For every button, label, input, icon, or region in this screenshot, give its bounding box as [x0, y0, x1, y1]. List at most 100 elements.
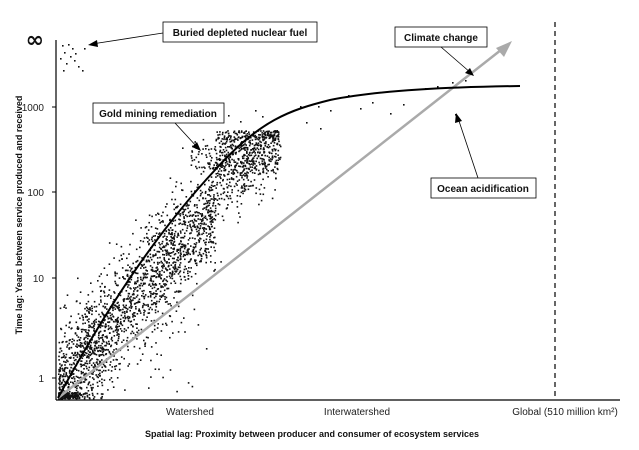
scatter-point [234, 161, 237, 163]
scatter-point [118, 325, 121, 327]
scatter-point [160, 296, 163, 298]
scatter-point [155, 284, 158, 286]
scatter-point [182, 255, 185, 258]
scatter-point [208, 194, 210, 196]
scatter-point [233, 185, 236, 188]
scatter-point [174, 265, 176, 267]
scatter-point [229, 137, 232, 139]
scatter-point [201, 223, 203, 225]
scatter-point [270, 169, 273, 172]
scatter-point [249, 143, 252, 145]
scatter-point [60, 365, 63, 367]
scatter-point [272, 144, 275, 147]
scatter-point [178, 213, 180, 215]
y-tick-label: 10 [33, 274, 45, 285]
scatter-point [250, 185, 252, 187]
scatter-point [203, 222, 206, 224]
scatter-point [218, 142, 221, 144]
scatter-point [82, 316, 84, 319]
scatter-point [160, 215, 163, 217]
scatter-point [262, 136, 265, 138]
scatter-point [239, 165, 242, 168]
scatter-point [270, 160, 272, 163]
scatter-point [98, 369, 100, 372]
scatter-point [70, 381, 72, 383]
scatter-point [138, 255, 141, 258]
scatter-point [253, 147, 255, 149]
scatter-point [189, 200, 192, 203]
scatter-point [165, 268, 167, 270]
scatter-point [173, 261, 175, 263]
scatter-point [98, 331, 101, 333]
scatter-point [244, 154, 246, 157]
scatter-point [93, 327, 95, 330]
scatter-point [273, 139, 275, 142]
scatter-point [241, 136, 244, 139]
scatter-point [212, 221, 214, 223]
scatter-point [101, 346, 104, 349]
scatter-point [64, 364, 66, 366]
scatter-point [210, 223, 212, 225]
arrowhead-nuclear [88, 40, 98, 47]
scatter-point [152, 254, 154, 256]
scatter-point [199, 222, 202, 225]
scatter-point [240, 145, 243, 147]
scatter-point [150, 226, 153, 228]
scatter-point [162, 286, 164, 288]
scatter-point [252, 131, 255, 133]
scatter-point [71, 363, 73, 366]
scatter-point [88, 393, 91, 396]
scatter-point [124, 269, 127, 272]
scatter-point [274, 131, 277, 134]
scatter-point [153, 296, 156, 299]
scatter-point [123, 311, 126, 313]
scatter-point [72, 397, 74, 399]
scatter-point [187, 239, 190, 241]
scatter-point [91, 377, 94, 379]
scatter-point [75, 358, 77, 361]
scatter-point [87, 369, 90, 371]
scatter-point [194, 259, 196, 261]
scatter-point [242, 174, 245, 176]
scatter-point [124, 312, 126, 315]
scatter-point [226, 173, 229, 176]
scatter-point [263, 161, 266, 163]
scatter-point [187, 270, 189, 272]
scatter-point [75, 321, 78, 324]
scatter-point [141, 306, 144, 309]
scatter-point [220, 193, 222, 196]
scatter-point [267, 146, 270, 149]
annotation-gold-mining: Gold mining remediation [99, 109, 217, 120]
scatter-point [159, 256, 161, 259]
scatter-point [225, 194, 228, 197]
scatter-point [228, 184, 230, 187]
scatter-point [72, 48, 74, 50]
scatter-point [129, 321, 132, 323]
scatter-point [170, 241, 172, 244]
scatter-point [151, 287, 154, 290]
scatter-point [213, 164, 215, 166]
scatter-point [452, 82, 454, 84]
scatter-point [71, 394, 73, 397]
scatter-point [256, 138, 258, 140]
scatter-point [151, 282, 154, 285]
scatter-point [144, 226, 147, 229]
scatter-point [62, 379, 65, 382]
scatter-point [158, 275, 160, 278]
scatter-point [142, 292, 144, 295]
scatter-point [76, 351, 79, 354]
scatter-point [63, 370, 66, 373]
scatter-point [151, 240, 154, 242]
scatter-point [231, 158, 233, 161]
climate-change-arrowhead [496, 41, 512, 57]
scatter-point [255, 142, 258, 144]
scatter-point [213, 194, 215, 196]
scatter-point [210, 234, 212, 237]
scatter-point [210, 240, 212, 243]
scatter-point [251, 161, 254, 163]
scatter-point [77, 369, 80, 372]
scatter-point [171, 320, 173, 323]
scatter-point [84, 393, 87, 395]
scatter-point [196, 204, 198, 206]
scatter-point [194, 246, 197, 248]
